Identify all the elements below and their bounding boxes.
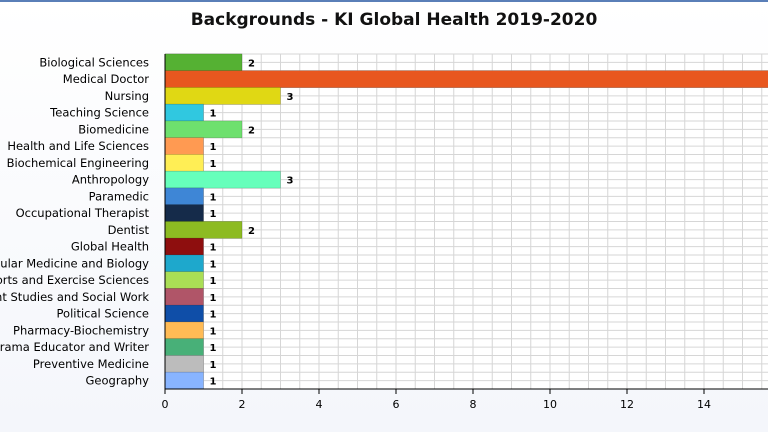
category-label: Molecular Medicine and Biology <box>0 256 149 270</box>
x-tick-label: 10 <box>543 398 557 411</box>
data-label: 1 <box>210 377 217 388</box>
category-label: Political Science <box>57 307 149 321</box>
data-label: 1 <box>210 276 217 287</box>
category-label: Drama Educator and Writer <box>0 340 149 354</box>
x-tick-label: 2 <box>239 398 246 411</box>
category-label: Biomedicine <box>78 122 149 136</box>
data-label: 1 <box>210 159 217 170</box>
category-label: Occupational Therapist <box>16 206 150 220</box>
bar <box>164 187 204 206</box>
bar <box>164 254 204 273</box>
bar <box>164 120 243 139</box>
bar <box>164 221 243 239</box>
bar <box>164 70 768 88</box>
bar <box>164 204 204 222</box>
data-label: 1 <box>210 293 217 304</box>
data-label: 1 <box>210 109 217 120</box>
category-label: Dentist <box>108 223 150 237</box>
data-label: 1 <box>210 259 217 270</box>
data-label: 1 <box>210 243 217 254</box>
bar <box>164 304 204 323</box>
data-label: 1 <box>210 142 217 153</box>
bar <box>164 103 204 122</box>
category-label: Teaching Science <box>49 106 149 120</box>
data-label: 1 <box>210 360 217 371</box>
bar <box>164 53 243 72</box>
data-label: 1 <box>210 310 217 321</box>
bar <box>164 87 281 105</box>
category-label: Biochemical Engineering <box>7 156 149 170</box>
data-label: 3 <box>287 92 294 103</box>
category-label: Global Health <box>71 240 149 254</box>
x-tick-label: 8 <box>470 398 477 411</box>
bar <box>164 338 204 356</box>
bar <box>164 288 204 306</box>
data-label: 3 <box>287 176 294 187</box>
category-label: Nursing <box>105 89 149 103</box>
bar <box>164 137 204 155</box>
category-label: Preventive Medicine <box>33 357 149 371</box>
data-label: 2 <box>248 58 255 69</box>
bar <box>164 321 204 340</box>
chart-title: Backgrounds - KI Global Health 2019-2020 <box>190 10 598 30</box>
category-label: Pharmacy-Biochemistry <box>13 323 149 337</box>
x-tick-label: 6 <box>393 398 400 411</box>
data-label: 1 <box>210 343 217 354</box>
x-tick-label: 14 <box>697 398 711 411</box>
category-label: Sports and Exercise Sciences <box>0 273 149 287</box>
x-tick-label: 0 <box>162 398 169 411</box>
category-label: Geography <box>86 374 150 388</box>
category-label: Anthropology <box>72 173 149 187</box>
window-top-border <box>0 0 768 2</box>
x-tick-label: 4 <box>316 398 323 411</box>
data-label: 1 <box>210 326 217 337</box>
bar <box>164 170 281 189</box>
data-label: 1 <box>210 192 217 203</box>
category-label: Health and Life Sciences <box>7 139 149 153</box>
data-label: 1 <box>210 209 217 220</box>
category-label: Medical Doctor <box>63 72 149 86</box>
bar <box>164 154 204 172</box>
category-label: Development Studies and Social Work <box>0 290 149 304</box>
bar <box>164 271 204 289</box>
bar <box>164 371 204 390</box>
data-label: 2 <box>248 125 255 136</box>
data-label: 2 <box>248 226 255 237</box>
category-label: Paramedic <box>89 189 149 203</box>
bar <box>164 355 204 373</box>
x-tick-label: 12 <box>620 398 634 411</box>
bar <box>164 237 204 256</box>
category-label: Biological Sciences <box>39 55 149 69</box>
